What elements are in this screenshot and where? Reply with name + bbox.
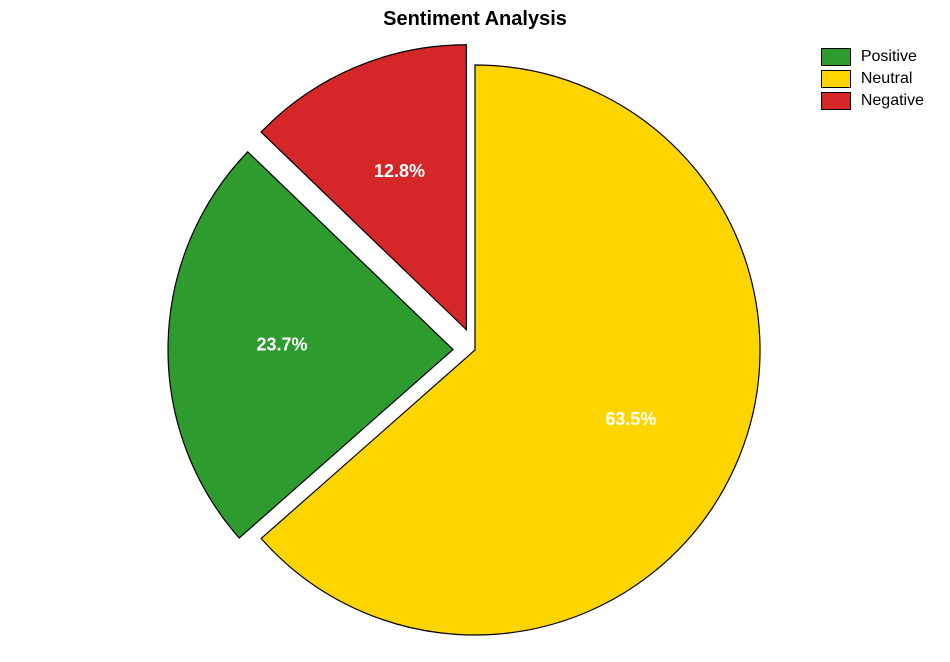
legend-swatch-positive [821, 48, 851, 66]
legend: Positive Neutral Negative [821, 48, 924, 114]
legend-item-negative: Negative [821, 92, 924, 110]
pie-svg: 63.5% 23.7% 12.8% [0, 0, 950, 662]
legend-swatch-negative [821, 92, 851, 110]
slice-label-neutral: 63.5% [605, 409, 656, 429]
legend-item-positive: Positive [821, 48, 924, 66]
legend-label-negative: Negative [861, 92, 924, 110]
slice-label-positive: 23.7% [257, 335, 308, 355]
legend-item-neutral: Neutral [821, 70, 924, 88]
sentiment-pie-chart: Sentiment Analysis 63.5%23.7%12.8% Posit… [0, 0, 950, 662]
legend-label-positive: Positive [861, 48, 917, 66]
slice-label-negative: 12.8% [374, 161, 425, 181]
legend-label-neutral: Neutral [861, 70, 913, 88]
legend-swatch-neutral [821, 70, 851, 88]
